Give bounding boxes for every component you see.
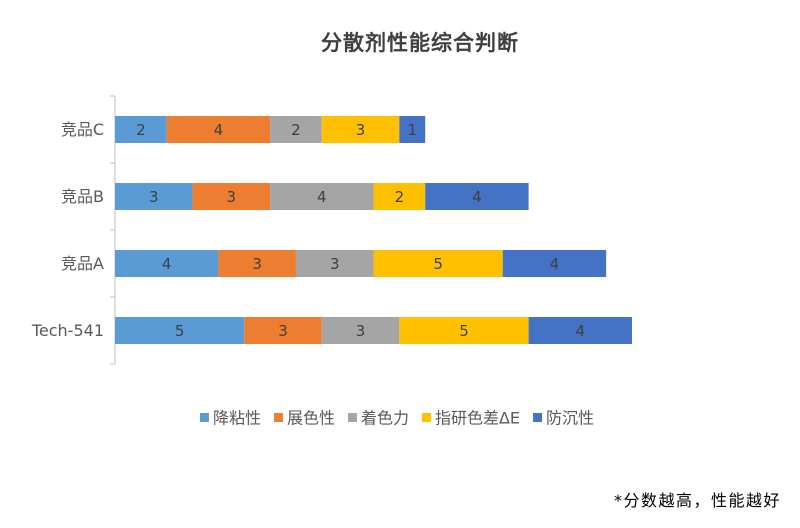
data-label: 3 bbox=[252, 255, 262, 273]
legend-label: 防沉性 bbox=[546, 409, 594, 428]
data-label: 3 bbox=[278, 322, 288, 340]
bar-segment bbox=[399, 317, 529, 344]
legend-label: 着色力 bbox=[361, 409, 409, 428]
category-label: 竞品B bbox=[61, 187, 104, 206]
legend-item: 指研色差ΔE bbox=[421, 409, 520, 428]
legend-swatch bbox=[199, 413, 209, 422]
data-label: 5 bbox=[459, 322, 469, 340]
data-label: 5 bbox=[175, 322, 185, 340]
legend-swatch bbox=[421, 413, 431, 422]
data-label: 3 bbox=[149, 188, 159, 206]
bar-segment bbox=[399, 116, 426, 143]
data-label: 5 bbox=[433, 255, 443, 273]
data-label: 1 bbox=[408, 121, 418, 139]
data-label: 4 bbox=[550, 255, 560, 273]
bar-segment bbox=[115, 116, 167, 143]
data-label: 4 bbox=[472, 188, 482, 206]
legend-item: 着色力 bbox=[347, 409, 409, 428]
bar-segment bbox=[166, 116, 271, 143]
legend-label: 降粘性 bbox=[213, 409, 261, 428]
legend-swatch bbox=[273, 413, 283, 422]
legend-item: 降粘性 bbox=[199, 409, 261, 428]
data-label: 4 bbox=[317, 188, 327, 206]
footnote: *分数越高，性能越好 bbox=[614, 491, 781, 510]
bar-segment bbox=[321, 317, 400, 344]
data-label: 3 bbox=[356, 121, 366, 139]
data-label: 2 bbox=[136, 121, 146, 139]
data-label: 2 bbox=[395, 188, 405, 206]
legend-item: 防沉性 bbox=[533, 409, 594, 428]
bar-segment bbox=[373, 183, 426, 210]
data-label: 4 bbox=[162, 255, 172, 273]
category-label: Tech-541 bbox=[31, 321, 104, 340]
data-labels: 2 4 2 3 1 3 3 4 2 4 4 3 3 5 4 5 3 3 5 4 bbox=[136, 121, 585, 340]
legend: 降粘性 展色性 着色力 指研色差ΔE 防沉性 bbox=[199, 409, 594, 428]
category-label: 竞品C bbox=[61, 120, 104, 139]
bar-segment bbox=[244, 317, 322, 344]
data-label: 4 bbox=[576, 322, 586, 340]
legend-label: 展色性 bbox=[287, 409, 335, 428]
bar-segment bbox=[373, 250, 503, 277]
data-label: 3 bbox=[356, 322, 366, 340]
bar-segment bbox=[295, 250, 374, 277]
bar-segment bbox=[502, 250, 607, 277]
bar-segment bbox=[270, 183, 374, 210]
data-label: 4 bbox=[214, 121, 224, 139]
data-label: 3 bbox=[227, 188, 237, 206]
bar-segment bbox=[270, 116, 322, 143]
bar-segment bbox=[218, 250, 296, 277]
bar-segment bbox=[321, 116, 400, 143]
bar-segment bbox=[192, 183, 271, 210]
data-label: 3 bbox=[330, 255, 340, 273]
bar-segment bbox=[115, 250, 219, 277]
legend-swatch bbox=[347, 413, 357, 422]
chart-title: 分散剂性能综合判断 bbox=[321, 31, 519, 55]
bar-segment bbox=[115, 317, 245, 344]
bar-segment bbox=[425, 183, 529, 210]
legend-item: 展色性 bbox=[273, 409, 335, 428]
plot-area: 竞品C 竞品B 竞品A Tech-541 bbox=[31, 95, 632, 365]
bar-segment bbox=[528, 317, 632, 344]
legend-swatch bbox=[533, 413, 543, 422]
bar-segment bbox=[115, 183, 193, 210]
data-label: 2 bbox=[291, 121, 301, 139]
legend-label: 指研色差ΔE bbox=[435, 409, 520, 428]
category-label: 竞品A bbox=[61, 254, 104, 273]
